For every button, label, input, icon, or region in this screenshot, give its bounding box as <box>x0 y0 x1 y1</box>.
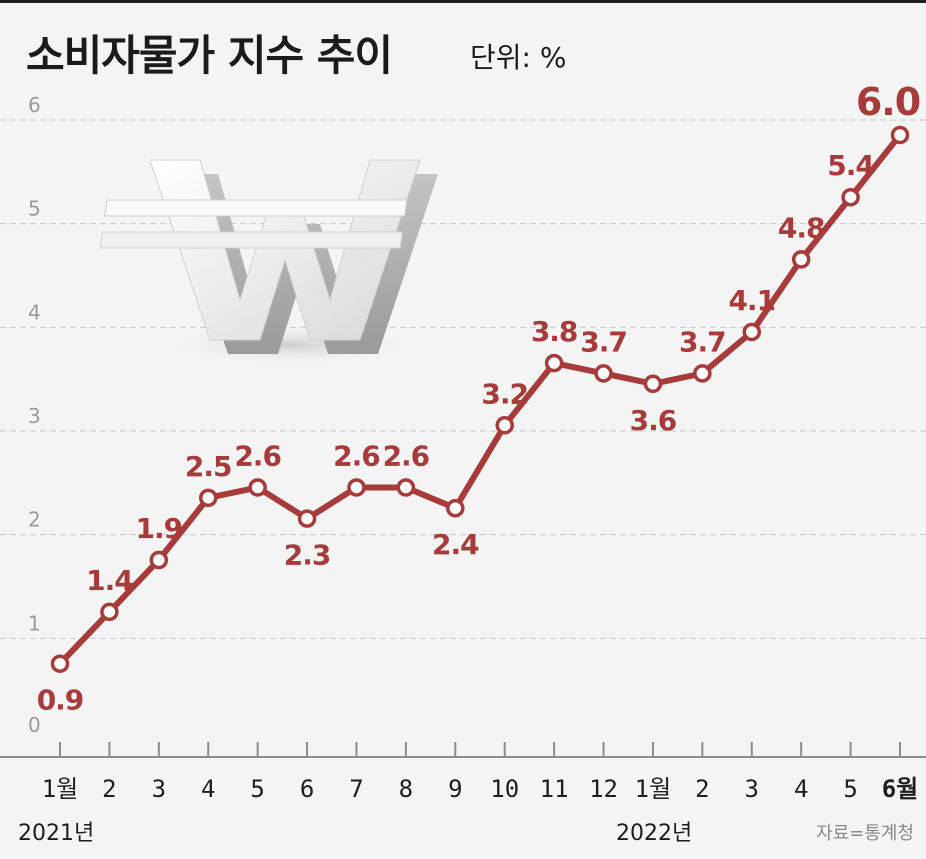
data-labels: 0.91.41.92.5 2.62.32.6 2.62.43.23.8 3.73.63… <box>37 80 921 717</box>
x-tick-label: 9 <box>448 775 462 803</box>
y-tick-label: 6 <box>28 93 41 117</box>
top-rule <box>0 0 926 3</box>
data-point <box>50 654 70 673</box>
x-tick-label: 11 <box>540 775 569 803</box>
data-label: 3.6 <box>630 404 677 437</box>
y-tick-label: 5 <box>28 197 41 221</box>
data-label: 2.6 <box>333 439 380 472</box>
data-point <box>643 374 663 394</box>
x-tick-label: 5 <box>843 775 857 803</box>
y-tick-label: 2 <box>28 508 41 532</box>
x-tick-label: 4 <box>794 775 808 803</box>
y-tick-label: 3 <box>28 404 41 428</box>
data-point <box>248 478 267 497</box>
data-point <box>742 322 762 342</box>
x-tick-label: 5 <box>250 775 264 803</box>
data-point <box>396 478 416 497</box>
source-note: 자료=통계청 <box>816 823 914 844</box>
data-label: 3.7 <box>679 325 726 358</box>
data-point <box>791 250 811 269</box>
x-tick-label: 1월 <box>635 775 672 803</box>
data-label: 0.9 <box>37 684 84 717</box>
won-symbol-icon <box>99 159 438 367</box>
data-label: 3.2 <box>481 377 528 410</box>
data-label: 4.8 <box>778 211 825 244</box>
x-tick-label: 6월 <box>882 775 919 803</box>
data-label: 2.6 <box>383 439 430 472</box>
data-point <box>890 125 910 145</box>
x-axis-labels: 1월 2 3 4 5 6 7 8 9 10 11 12 1월 2 3 4 5 6월 <box>42 775 919 803</box>
data-label: 2.6 <box>234 439 281 472</box>
data-label: 5.4 <box>827 149 874 182</box>
data-label: 3.7 <box>580 325 627 358</box>
data-point <box>100 602 119 622</box>
unit-label: 단위: % <box>470 41 567 74</box>
data-label: 6.0 <box>856 80 920 124</box>
data-point <box>347 478 366 497</box>
year-label-2021: 2021년 <box>18 821 94 846</box>
x-tick-label: 3 <box>152 775 166 803</box>
series-line <box>57 132 903 667</box>
x-axis-tick-marks <box>59 742 901 757</box>
grid-lines <box>0 119 926 639</box>
data-label: 4.1 <box>728 284 775 317</box>
data-label: 1.4 <box>86 564 133 597</box>
x-tick-label: 12 <box>589 775 618 803</box>
data-points <box>50 125 910 673</box>
data-point <box>149 550 169 570</box>
data-point <box>198 488 218 508</box>
x-tick-label: 1월 <box>42 775 79 803</box>
y-tick-label: 0 <box>28 713 41 737</box>
chart-title: 소비자물가 지수 추이 <box>26 31 393 80</box>
x-tick-label: 7 <box>349 775 363 803</box>
x-tick-label: 3 <box>745 775 759 803</box>
data-point <box>594 364 613 383</box>
data-point <box>841 187 860 207</box>
x-tick-label: 2 <box>102 775 116 803</box>
y-tick-label: 1 <box>28 611 41 635</box>
y-axis-ticks: 0 1 2 3 4 5 6 <box>28 93 41 737</box>
data-point <box>544 353 564 373</box>
data-label: 2.5 <box>185 450 232 483</box>
x-tick-label: 6 <box>300 775 314 803</box>
data-point <box>693 364 712 383</box>
data-label: 3.8 <box>531 315 578 348</box>
data-point <box>495 416 514 435</box>
year-label-2022: 2022년 <box>616 821 692 846</box>
x-tick-label: 2 <box>695 775 709 803</box>
x-tick-label: 4 <box>201 775 215 803</box>
data-label: 2.4 <box>432 528 479 561</box>
data-point <box>297 509 317 528</box>
x-tick-label: 8 <box>399 775 413 803</box>
data-label: 2.3 <box>284 539 331 572</box>
data-label: 1.9 <box>136 512 183 545</box>
x-tick-label: 10 <box>490 775 519 803</box>
data-point <box>446 498 465 518</box>
y-tick-label: 4 <box>28 300 41 324</box>
